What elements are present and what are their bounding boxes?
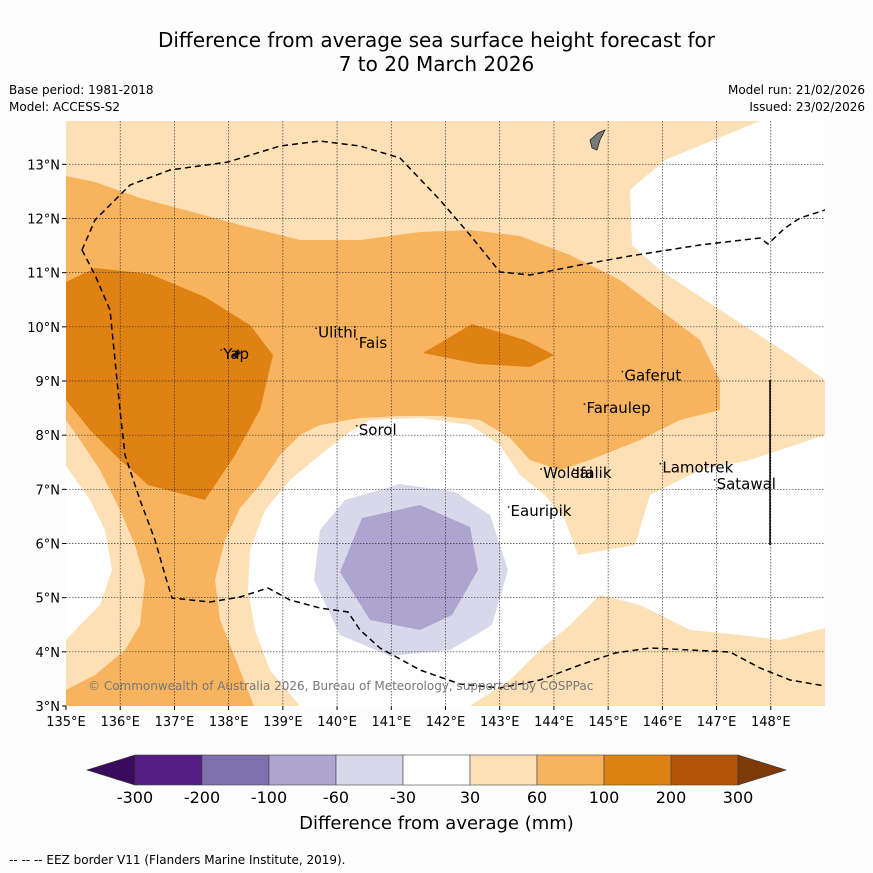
issued-date: Issued: 23/02/2026 (749, 100, 865, 114)
lat-tick-label: 11°N (27, 267, 60, 282)
colorbar-segment (201, 754, 270, 786)
lat-tick-label: 13°N (27, 158, 60, 173)
colorbar-title: Difference from average (mm) (299, 813, 574, 834)
lon-tick-label: 144°E (534, 715, 574, 730)
model-run: Model run: 21/02/2026 (727, 83, 865, 97)
contour-neutral-sw (66, 466, 112, 640)
guam-island (589, 129, 606, 151)
lon-tick-label: 143°E (480, 715, 520, 730)
lon-tick-label: 145°E (588, 715, 628, 730)
place-marker (659, 462, 662, 465)
place-marker (315, 327, 317, 330)
contour-60-100 (66, 176, 720, 706)
lon-tick-label: 141°E (372, 715, 412, 730)
lat-tick-label: 8°N (36, 429, 61, 444)
place-label: Sorol (359, 421, 397, 439)
colorbar-tick-label: 300 (722, 788, 754, 807)
lon-tick-label: 148°E (751, 715, 791, 730)
map-title: Difference from average sea surface heig… (0, 28, 873, 76)
colorbar-tick-label: 100 (588, 788, 620, 807)
colorbar-tick-label: 30 (459, 788, 481, 807)
place-marker (713, 479, 716, 481)
colorbar-tick-label: -200 (183, 788, 221, 807)
place-label: Ifalik (576, 464, 612, 482)
lat-tick-label: 3°N (36, 700, 61, 715)
metadata-left: Base period: 1981-2018 Model: ACCESS-S2 (9, 82, 154, 116)
lon-tick-label: 137°E (155, 715, 195, 730)
colorbar-tick-label: -60 (322, 788, 350, 807)
model-name: Model: ACCESS-S2 (9, 100, 121, 114)
place-marker (355, 338, 358, 340)
colorbar-segment (670, 754, 739, 786)
place-marker (507, 506, 510, 508)
contour-100-200-west (66, 268, 273, 500)
colorbar-segment (402, 754, 471, 786)
colorbar-segment (603, 754, 672, 786)
place-marker (540, 468, 542, 470)
colorbar-tick-label: -300 (116, 788, 154, 807)
place-label: Faraulep (586, 399, 650, 417)
colorbar-tick-label: 60 (526, 788, 548, 807)
colorbar (85, 754, 788, 786)
lat-tick-label: 9°N (36, 375, 61, 390)
lat-tick-label: 7°N (36, 483, 61, 498)
copyright-text: © Commonwealth of Australia 2026, Bureau… (88, 679, 593, 693)
eez-footnote: -- -- -- EEZ border V11 (Flanders Marine… (9, 853, 346, 867)
place-label: Fais (359, 334, 388, 352)
lon-tick-label: 140°E (317, 715, 357, 730)
colorbar-segment (536, 754, 605, 786)
place-label: Ulithi (318, 323, 357, 341)
contour-neutral-north (630, 121, 825, 380)
lat-tick-label: 10°N (27, 321, 60, 336)
lon-tick-label: 138°E (209, 715, 249, 730)
place-label: Lamotrek (662, 459, 733, 477)
eez-border-yap (81, 249, 825, 689)
place-marker (572, 468, 575, 470)
eez-border-north (81, 140, 825, 276)
lon-tick-label: 147°E (697, 715, 737, 730)
place-label: Woleai (543, 464, 593, 482)
colorbar-segment (335, 754, 404, 786)
title-line-1: Difference from average sea surface heig… (157, 28, 716, 52)
place-label: Yap (222, 345, 249, 363)
colorbar-over-arrow (737, 754, 788, 786)
place-marker (355, 424, 358, 427)
axes: 135°E 136°E 137°E 138°E 139°E 140°E 141°E 142°E… (27, 158, 790, 730)
contour-100-200-central (423, 324, 554, 367)
yap-island (232, 349, 241, 358)
lon-tick-label: 146°E (643, 715, 683, 730)
lat-tick-label: 4°N (36, 646, 61, 661)
place-marker (220, 349, 223, 351)
colorbar-segment (134, 754, 203, 786)
lat-tick-label: 12°N (27, 213, 60, 228)
lat-tick-label: 6°N (36, 538, 61, 553)
place-label: Satawal (717, 475, 776, 493)
colorbar-segment (268, 754, 337, 786)
metadata-right: Model run: 21/02/2026 Issued: 23/02/2026 (728, 82, 865, 116)
lon-tick-label: 142°E (426, 715, 466, 730)
colorbar-tick-label: -30 (389, 788, 417, 807)
title-line-2: 7 to 20 March 2026 (338, 52, 535, 76)
place-marker (621, 370, 624, 373)
lon-tick-label: 136°E (100, 715, 140, 730)
colorbar-tick-label: 200 (655, 788, 687, 807)
colorbar-segment (469, 754, 538, 786)
colorbar-under-arrow (85, 754, 136, 786)
lon-tick-label: 135°E (46, 715, 86, 730)
lat-tick-label: 5°N (36, 592, 61, 607)
place-marker (583, 403, 586, 405)
contour-minus-60-100 (340, 505, 478, 630)
base-period: Base period: 1981-2018 (9, 83, 154, 97)
place-label: Eauripik (511, 502, 572, 520)
lon-tick-label: 139°E (263, 715, 303, 730)
colorbar-tick-label: -100 (250, 788, 288, 807)
place-label: Gaferut (624, 367, 681, 385)
